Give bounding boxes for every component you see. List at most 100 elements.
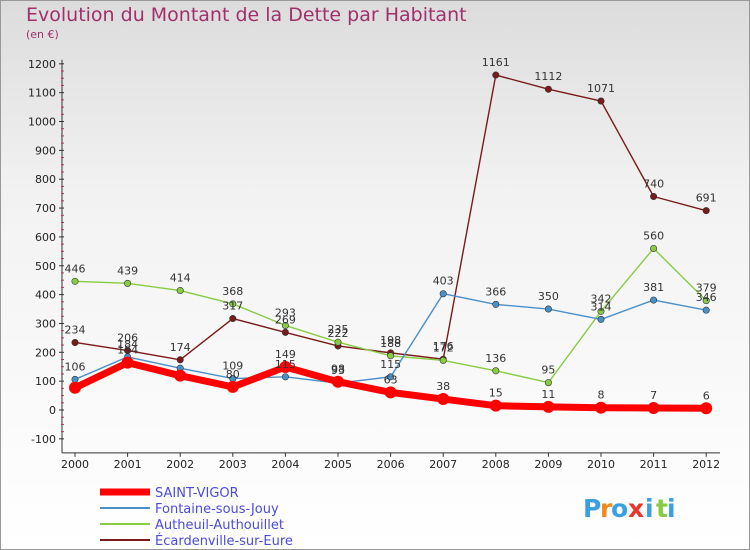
data-point bbox=[281, 373, 289, 381]
data-point bbox=[544, 85, 552, 93]
data-point bbox=[650, 244, 658, 252]
data-point bbox=[387, 352, 395, 360]
data-label: 368 bbox=[222, 285, 243, 298]
data-point bbox=[544, 379, 552, 387]
data-label: 8 bbox=[598, 389, 605, 402]
series-line-3 bbox=[74, 74, 707, 361]
data-point bbox=[650, 193, 658, 201]
data-point bbox=[332, 375, 344, 388]
x-tick-label: 2001 bbox=[114, 458, 142, 471]
data-label: 317 bbox=[222, 300, 243, 313]
data-point bbox=[700, 402, 713, 415]
x-tick-label: 2008 bbox=[482, 458, 510, 471]
data-point bbox=[544, 305, 552, 313]
data-label: 176 bbox=[433, 340, 454, 353]
brand-logo-letter: t bbox=[656, 494, 668, 523]
data-point bbox=[489, 399, 502, 412]
data-label: 346 bbox=[696, 291, 717, 304]
data-point bbox=[597, 97, 605, 105]
data-label: 314 bbox=[591, 300, 612, 313]
data-label: 293 bbox=[275, 306, 296, 319]
data-point bbox=[597, 315, 605, 323]
data-point bbox=[702, 297, 710, 305]
data-label: 235 bbox=[328, 323, 349, 336]
data-label: 106 bbox=[65, 360, 86, 373]
data-label: 350 bbox=[538, 290, 559, 303]
y-tick-label: 900 bbox=[35, 144, 56, 157]
chart-title: Evolution du Montant de la Dette par Hab… bbox=[26, 4, 467, 26]
x-tick-label: 2002 bbox=[166, 458, 194, 471]
data-point bbox=[71, 375, 79, 383]
legend-label: Fontaine-sous-Jouy bbox=[155, 502, 279, 517]
legend-label: Écardenville-sur-Eure bbox=[155, 533, 293, 549]
data-label: 1112 bbox=[534, 70, 562, 83]
data-label: 188 bbox=[380, 337, 401, 350]
data-point bbox=[384, 386, 397, 399]
data-label: 11 bbox=[541, 388, 555, 401]
data-label: 403 bbox=[433, 275, 454, 288]
data-label: 560 bbox=[643, 229, 664, 242]
data-point bbox=[124, 279, 132, 287]
y-tick-label: 800 bbox=[35, 173, 56, 186]
data-label: 15 bbox=[489, 387, 503, 400]
brand-logo-letter: i bbox=[667, 494, 676, 523]
x-tick-label: 2005 bbox=[324, 458, 352, 471]
data-label: 269 bbox=[275, 313, 296, 326]
data-label: 1161 bbox=[482, 56, 510, 69]
data-point bbox=[437, 393, 450, 406]
data-point bbox=[439, 290, 447, 298]
data-label: 38 bbox=[436, 380, 450, 393]
y-tick-label: 100 bbox=[35, 375, 56, 388]
data-point bbox=[650, 296, 658, 304]
y-tick-label: 0 bbox=[49, 404, 56, 417]
y-tick-label: 200 bbox=[35, 346, 56, 359]
data-label: 342 bbox=[591, 292, 612, 305]
x-tick-label: 2009 bbox=[534, 458, 562, 471]
y-tick-label: 1000 bbox=[28, 116, 56, 129]
data-point bbox=[69, 381, 81, 394]
data-point bbox=[334, 338, 342, 346]
y-tick-label: 600 bbox=[35, 231, 56, 244]
data-label: 7 bbox=[650, 389, 657, 402]
data-point bbox=[121, 356, 134, 369]
x-tick-label: 2012 bbox=[692, 458, 720, 471]
brand-logo-letter: x bbox=[628, 494, 644, 523]
data-point bbox=[492, 300, 500, 308]
data-label: 379 bbox=[696, 282, 717, 295]
data-label: 381 bbox=[643, 281, 664, 294]
y-tick-label: 1100 bbox=[28, 87, 56, 100]
brand-logo-letter: P bbox=[583, 494, 601, 523]
data-label: 414 bbox=[170, 272, 191, 285]
data-point bbox=[229, 315, 237, 323]
data-label: 172 bbox=[433, 341, 454, 354]
data-label: 222 bbox=[328, 327, 349, 340]
data-point bbox=[702, 207, 710, 215]
legend-label: Autheuil-Authouillet bbox=[155, 518, 284, 533]
x-tick-label: 2007 bbox=[429, 458, 457, 471]
x-tick-label: 2003 bbox=[219, 458, 247, 471]
data-point bbox=[595, 401, 607, 414]
data-label: 149 bbox=[275, 348, 296, 361]
data-point bbox=[176, 356, 184, 364]
data-label: 63 bbox=[384, 373, 398, 386]
x-tick-label: 2006 bbox=[377, 458, 405, 471]
data-label: 136 bbox=[485, 352, 506, 365]
data-point bbox=[597, 307, 605, 315]
chart-subtitle: (en €) bbox=[26, 28, 59, 41]
data-point bbox=[647, 401, 660, 414]
data-point bbox=[229, 300, 237, 308]
y-tick-label: 300 bbox=[35, 317, 56, 330]
data-point bbox=[174, 369, 187, 382]
y-tick-label: 700 bbox=[35, 202, 56, 215]
data-label: 234 bbox=[65, 323, 86, 336]
data-point bbox=[492, 367, 500, 375]
brand-logo-letter: r bbox=[600, 494, 613, 523]
data-point bbox=[492, 71, 500, 79]
data-label: 164 bbox=[117, 344, 138, 357]
data-label: 206 bbox=[117, 332, 138, 345]
data-label: 109 bbox=[222, 360, 243, 373]
data-label: 95 bbox=[541, 364, 555, 377]
data-label: 446 bbox=[65, 262, 86, 275]
y-tick-label: -100 bbox=[31, 433, 56, 446]
